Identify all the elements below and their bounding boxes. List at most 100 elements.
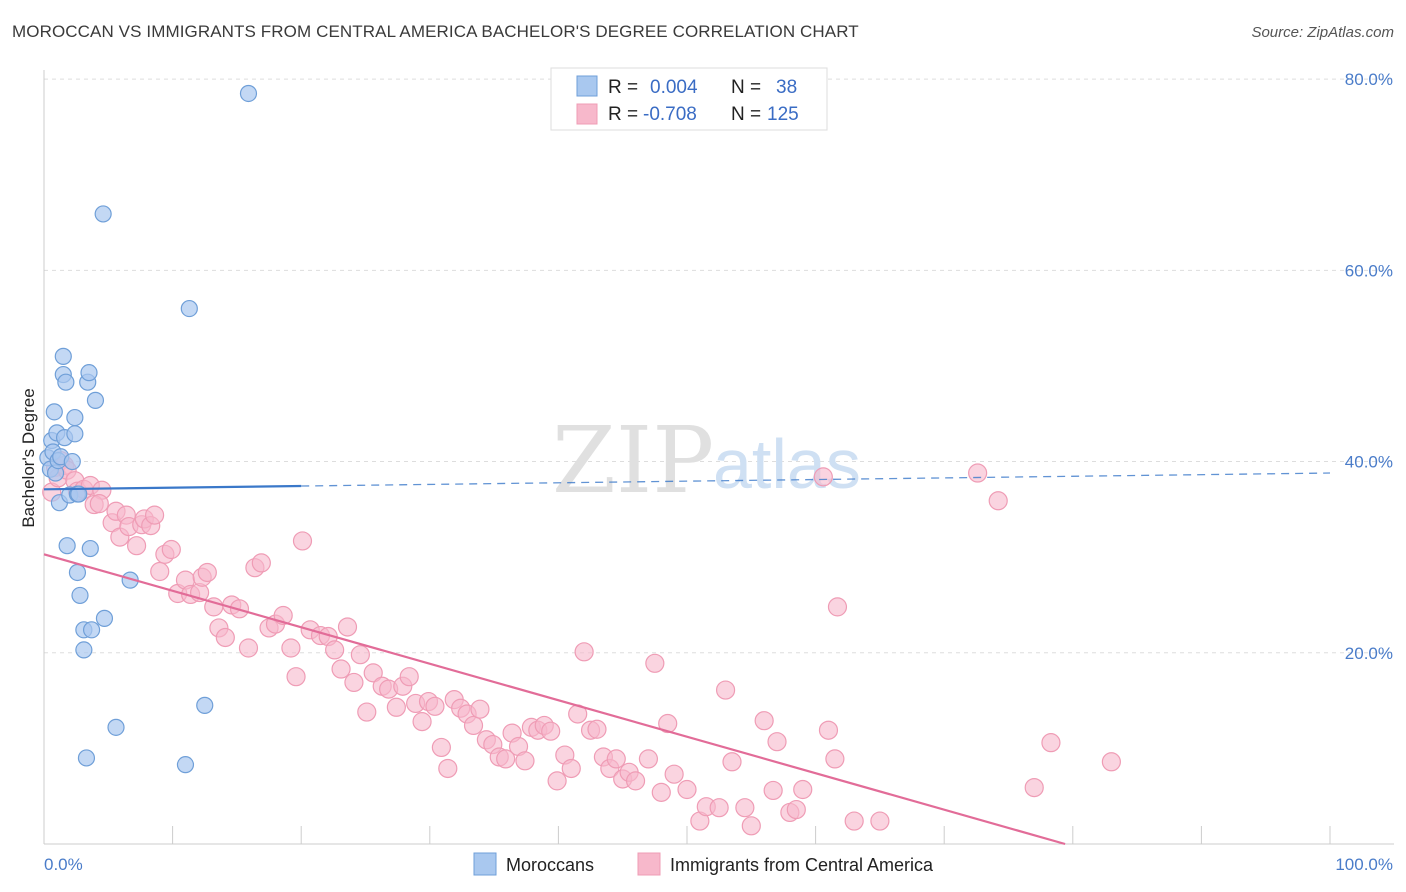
point-central-america: [197, 562, 217, 583]
point-central-america: [741, 816, 761, 836]
legend-n-value-moroccans: 38: [776, 77, 797, 98]
point-moroccans: [239, 84, 258, 103]
point-central-america: [431, 737, 451, 758]
trend-lines: [43, 472, 1331, 846]
chart-title: MOROCCAN VS IMMIGRANTS FROM CENTRAL AMER…: [12, 22, 859, 41]
point-central-america: [1024, 777, 1044, 798]
point-central-america: [515, 751, 535, 771]
legend-n-label-moroccans: N =: [731, 77, 761, 98]
point-central-america: [754, 711, 774, 731]
point-central-america: [561, 758, 581, 779]
point-central-america: [844, 811, 864, 831]
point-moroccans: [196, 696, 214, 714]
point-central-america: [818, 720, 839, 740]
point-moroccans: [45, 403, 63, 421]
point-central-america: [988, 491, 1008, 511]
point-moroccans: [82, 621, 101, 639]
point-moroccans: [54, 347, 72, 365]
bottom-legend-label-moroccans: Moroccans: [506, 855, 594, 875]
point-central-america: [425, 696, 445, 716]
point-moroccans: [80, 364, 98, 382]
point-central-america: [767, 732, 787, 752]
legend-r-value-central-america: -0.708: [643, 104, 697, 125]
trend-line-central-america: [43, 553, 1066, 846]
point-central-america: [496, 749, 516, 769]
watermark: ZIP atlas: [552, 407, 861, 514]
legend-swatch-moroccans: [576, 75, 598, 97]
point-moroccans: [58, 537, 76, 555]
watermark-zip: ZIP: [552, 407, 714, 514]
point-moroccans: [77, 749, 96, 767]
bottom-legend-swatch-moroccans: [473, 852, 497, 876]
point-central-america: [606, 749, 626, 769]
point-central-america: [150, 561, 170, 582]
point-central-america: [344, 672, 364, 693]
series-moroccans: [39, 84, 258, 774]
point-central-america: [735, 798, 755, 818]
point-central-america: [547, 771, 567, 791]
point-central-america: [541, 721, 561, 741]
point-moroccans: [66, 408, 84, 427]
point-central-america: [793, 779, 813, 800]
point-moroccans: [107, 718, 125, 736]
point-central-america: [281, 638, 301, 658]
y-tick-label: 40.0%: [1345, 453, 1393, 472]
point-central-america: [968, 463, 988, 483]
point-moroccans: [81, 539, 99, 558]
point-central-america: [574, 642, 594, 662]
point-central-america: [827, 597, 848, 617]
point-central-america: [215, 627, 235, 648]
point-central-america: [286, 667, 306, 687]
legend-n-value-central-america: 125: [767, 104, 799, 125]
legend-r-label-moroccans: R =: [608, 77, 638, 98]
point-central-america: [126, 536, 147, 556]
point-central-america: [587, 719, 607, 739]
point-central-america: [651, 782, 671, 802]
point-central-america: [763, 780, 783, 801]
point-central-america: [331, 659, 351, 679]
bottom-legend-swatch-central-america: [637, 852, 661, 876]
point-central-america: [664, 764, 684, 784]
y-tick-label: 20.0%: [1345, 644, 1393, 663]
point-moroccans: [180, 299, 198, 318]
point-central-america: [1101, 752, 1121, 772]
point-central-america: [292, 531, 313, 551]
point-central-america: [709, 798, 729, 818]
point-moroccans: [68, 563, 87, 582]
point-central-america: [1041, 733, 1061, 753]
y-tick-label: 80.0%: [1345, 70, 1393, 89]
point-central-america: [722, 752, 742, 772]
watermark-atlas: atlas: [713, 425, 861, 503]
point-moroccans: [75, 641, 93, 659]
series-legend: Moroccans Immigrants from Central Americ…: [473, 852, 934, 876]
point-moroccans: [94, 205, 112, 223]
point-moroccans: [71, 586, 89, 605]
point-moroccans: [63, 452, 81, 471]
point-central-america: [399, 667, 419, 687]
source-label: Source: ZipAtlas.com: [1251, 24, 1394, 41]
point-moroccans: [66, 425, 84, 443]
y-tick-label: 60.0%: [1345, 261, 1393, 280]
point-central-america: [715, 680, 736, 700]
trend-line-moroccans: [43, 484, 302, 491]
point-moroccans: [176, 756, 195, 774]
point-central-america: [386, 697, 406, 717]
point-moroccans: [86, 391, 105, 409]
point-moroccans: [70, 485, 88, 503]
point-moroccans: [95, 609, 114, 627]
legend-r-value-moroccans: 0.004: [650, 77, 698, 98]
correlation-legend: R = 0.004 N = 38 R = -0.708 N = 125: [550, 67, 828, 131]
point-central-america: [144, 505, 165, 525]
point-central-america: [363, 663, 383, 683]
point-central-america: [825, 749, 845, 769]
point-central-america: [658, 713, 678, 734]
point-central-america: [463, 715, 484, 736]
y-axis-label: Bachelor's Degree: [19, 388, 38, 527]
point-central-america: [625, 771, 646, 791]
point-central-america: [645, 653, 665, 673]
point-central-america: [438, 758, 458, 779]
x-tick-marks: [172, 826, 1331, 844]
x-tick-label-max: 100.0%: [1335, 855, 1393, 874]
point-central-america: [677, 779, 697, 800]
legend-n-label-central-america: N =: [731, 104, 761, 125]
